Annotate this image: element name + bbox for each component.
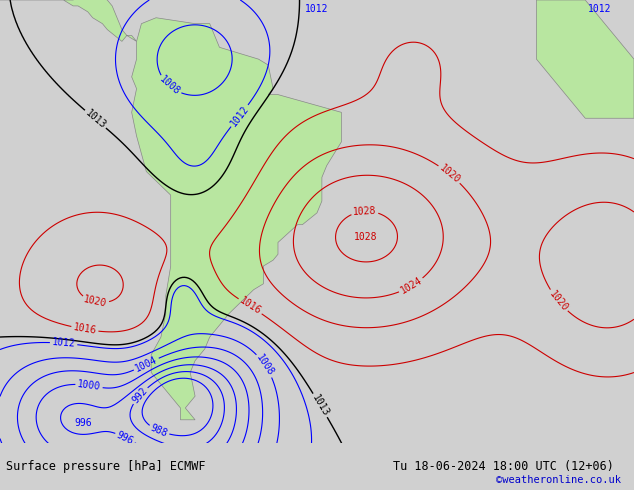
Text: 1016: 1016 (72, 322, 97, 336)
Text: 1028: 1028 (354, 231, 377, 242)
Text: 1013: 1013 (83, 108, 108, 130)
Text: 1016: 1016 (238, 295, 262, 317)
Text: 1020: 1020 (547, 289, 570, 313)
Text: 992: 992 (131, 386, 150, 405)
Polygon shape (63, 0, 136, 41)
Polygon shape (536, 0, 634, 118)
Text: 1020: 1020 (437, 163, 462, 185)
Text: 1024: 1024 (399, 276, 424, 296)
Text: 1028: 1028 (353, 206, 377, 217)
Polygon shape (132, 18, 341, 420)
Text: 1013: 1013 (310, 392, 330, 418)
Text: 1008: 1008 (254, 353, 276, 378)
Text: 1012: 1012 (228, 103, 251, 128)
Text: Surface pressure [hPa] ECMWF: Surface pressure [hPa] ECMWF (6, 460, 206, 473)
Text: 1012: 1012 (588, 4, 612, 14)
Text: 1020: 1020 (83, 294, 108, 309)
Text: 1012: 1012 (305, 4, 329, 14)
Text: ©weatheronline.co.uk: ©weatheronline.co.uk (496, 475, 621, 485)
Text: 1008: 1008 (157, 74, 182, 98)
Text: 1000: 1000 (77, 379, 101, 392)
Text: 1012: 1012 (51, 338, 75, 349)
Text: Tu 18-06-2024 18:00 UTC (12+06): Tu 18-06-2024 18:00 UTC (12+06) (393, 460, 614, 473)
Text: 1004: 1004 (134, 355, 159, 374)
Text: 988: 988 (149, 422, 169, 439)
Text: 996: 996 (74, 417, 92, 428)
Text: 996: 996 (115, 430, 135, 446)
